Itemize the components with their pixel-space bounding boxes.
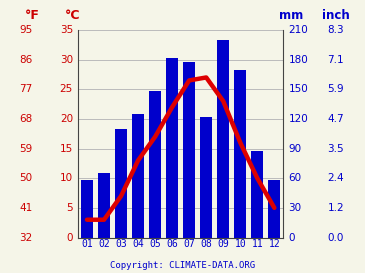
Text: 90: 90 [288,144,301,154]
Text: 59: 59 [19,144,32,154]
Text: 2.4: 2.4 [327,173,344,183]
Text: 50: 50 [19,173,32,183]
Bar [183,62,195,238]
Text: Copyright: CLIMATE-DATA.ORG: Copyright: CLIMATE-DATA.ORG [110,261,255,270]
Bar [251,151,264,238]
Text: °C: °C [65,9,81,22]
Bar [149,91,161,238]
Bar [132,114,144,238]
Text: 68: 68 [19,114,32,124]
Text: 210: 210 [288,25,308,35]
Text: 15: 15 [59,144,73,154]
Text: 5.9: 5.9 [327,84,344,94]
Text: °F: °F [25,9,40,22]
Bar [217,40,229,238]
Text: 86: 86 [19,55,32,65]
Text: 0.0: 0.0 [327,233,344,242]
Text: 25: 25 [59,84,73,94]
Text: 95: 95 [19,25,32,35]
Text: 4.7: 4.7 [327,114,344,124]
Bar [166,58,178,238]
Text: 0: 0 [288,233,295,242]
Text: 35: 35 [59,25,73,35]
Text: 30: 30 [288,203,301,213]
Text: mm: mm [279,9,303,22]
Text: 180: 180 [288,55,308,65]
Text: 77: 77 [19,84,32,94]
Text: 60: 60 [288,173,301,183]
Text: 41: 41 [19,203,32,213]
Text: 7.1: 7.1 [327,55,344,65]
Text: inch: inch [322,9,350,22]
Text: 120: 120 [288,114,308,124]
Text: 8.3: 8.3 [327,25,344,35]
Text: 150: 150 [288,84,308,94]
Text: 0: 0 [66,233,73,242]
Bar [115,129,127,238]
Bar [81,180,93,238]
Text: 30: 30 [60,55,73,65]
Text: 20: 20 [60,114,73,124]
Bar [200,117,212,238]
Bar [98,173,110,238]
Bar [234,70,246,238]
Text: 32: 32 [19,233,32,242]
Text: 3.5: 3.5 [327,144,344,154]
Text: 5: 5 [66,203,73,213]
Bar [268,180,280,238]
Text: 10: 10 [60,173,73,183]
Text: 1.2: 1.2 [327,203,344,213]
